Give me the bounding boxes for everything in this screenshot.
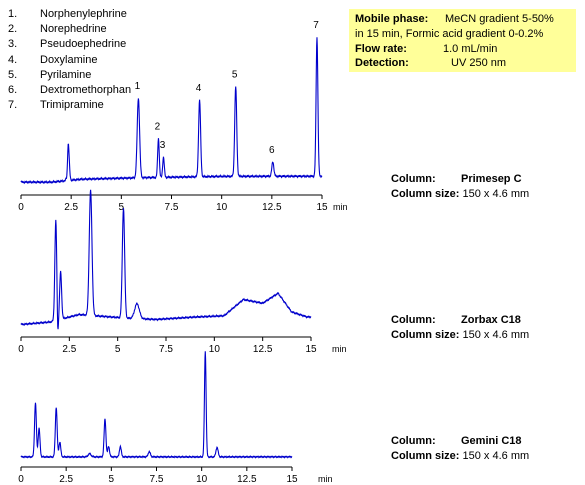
peak-label: 6 [269,145,275,156]
x-tick-label: 0 [18,474,24,485]
legend-item: 1. Norphenylephrine [8,7,131,22]
x-tick-label: 7.5 [150,474,164,485]
column-label: Column: [391,435,436,447]
legend-number: 5. [8,68,18,81]
x-unit-label: min [318,474,333,484]
legend-item: 6. Dextromethorphan [8,83,131,98]
column-size-value: 150 x 4.6 mm [462,449,530,462]
flow-rate-label: Flow rate: [355,42,407,55]
legend-compound: Pseudoephedrine [40,38,127,51]
legend-item: 4. Doxylamine [8,53,131,68]
x-tick-label: 5 [119,202,125,213]
column-name: Primesep C [461,173,522,185]
x-unit-label: min [332,344,347,354]
x-tick-label: 12.5 [253,344,273,355]
legend-number: 2. [8,23,18,36]
compound-legend: 1. Norphenylephrine 2. Norephedrine 3. Pseudo… [8,7,131,113]
peak-label: 4 [196,83,202,94]
column-size-value: 150 x 4.6 mm [462,187,530,200]
trace-line [20,189,312,330]
mobile-phase-label: Mobile phase: [355,13,429,25]
x-tick-label: 10 [209,344,221,355]
column-size-label: Column size: [391,187,460,200]
mobile-phase-value: MeCN gradient 5-50% [445,13,554,25]
x-tick-label: 15 [286,474,298,485]
x-tick-label: 15 [305,344,317,355]
trace-line [20,37,323,185]
peak-label: 7 [313,20,319,31]
x-tick-label: 5 [115,344,121,355]
column-size-label: Column size: [391,328,460,341]
column-size-label: Column size: [391,449,460,462]
peak-label: 2 [155,121,161,132]
conditions-box: Mobile phase: MeCN gradient 5-50% in 15 m… [349,9,576,72]
x-tick-label: 2.5 [59,474,73,485]
x-tick-label: 12.5 [237,474,257,485]
chromatogram-2: 0 2.5 5 7.5 10 12.5 15 min [18,189,347,355]
legend-number: 6. [8,84,18,97]
x-tick-label: 2.5 [62,344,76,355]
legend-item: 3. Pseudoephedrine [8,37,131,52]
x-tick-label: 7.5 [159,344,173,355]
detection-value: UV 250 nm [451,57,507,70]
column-info-gemini: Column: Gemini C18 Column size: 150 x 4.6… [391,434,529,463]
legend-compound: Trimipramine [40,99,104,112]
column-label: Column: [391,314,436,326]
legend-number: 7. [8,99,18,112]
column-label: Column: [391,173,436,185]
x-tick-label: 10 [216,202,228,213]
x-tick-label: 0 [18,344,24,355]
peak-label: 3 [160,140,166,151]
column-name: Gemini C18 [461,435,522,447]
legend-item: 2. Norephedrine [8,22,131,37]
chromatogram-3: 0 2.5 5 7.5 10 12.5 15 min [18,351,333,485]
column-info-primesep: Column: Primesep C Column size: 150 x 4.6… [391,172,529,201]
x-tick-label: 12.5 [262,202,282,213]
x-tick-label: 2.5 [64,202,78,213]
legend-compound: Norphenylephrine [40,8,127,20]
legend-compound: Dextromethorphan [40,84,132,97]
column-name: Zorbax C18 [461,314,521,326]
x-unit-label: min [333,202,348,212]
trace-line [20,351,293,459]
mobile-phase-continued: in 15 min, Formic acid gradient 0-0.2% [355,27,544,40]
legend-item: 5. Pyrilamine [8,68,131,83]
chromatogram-1: 0 2.5 5 7.5 10 12.5 15 min 1 2 3 4 5 6 7 [18,20,347,213]
legend-number: 1. [8,8,18,20]
x-tick-label: 5 [109,474,115,485]
x-tick-label: 7.5 [165,202,179,213]
x-tick-label: 0 [18,202,24,213]
x-tick-label: 15 [316,202,328,213]
legend-number: 3. [8,38,18,51]
legend-compound: Norephedrine [40,23,107,36]
detection-label: Detection: [355,57,409,70]
flow-rate-value: 1.0 mL/min [443,42,498,55]
legend-item: 7. Trimipramine [8,98,131,113]
column-info-zorbax: Column: Zorbax C18 Column size: 150 x 4.6… [391,313,529,342]
legend-compound: Pyrilamine [40,68,92,81]
peak-label: 5 [232,69,238,80]
column-size-value: 150 x 4.6 mm [462,328,530,341]
legend-number: 4. [8,53,18,66]
x-tick-label: 10 [196,474,208,485]
legend-compound: Doxylamine [40,53,98,66]
peak-label: 1 [135,81,141,92]
